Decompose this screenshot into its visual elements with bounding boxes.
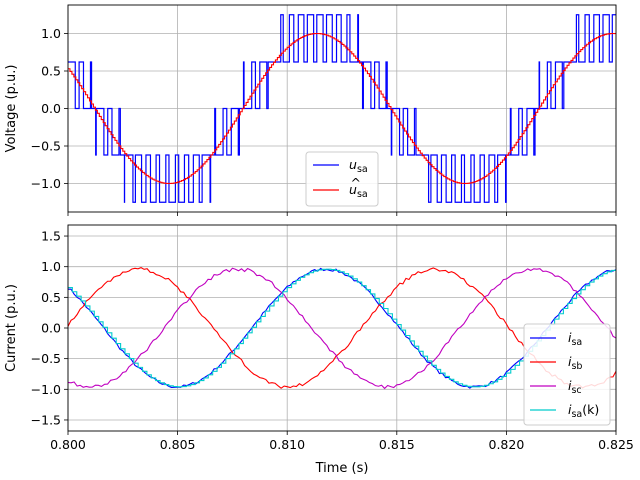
legend-label-main: i: [568, 378, 572, 393]
current-xtick-label: 0.800: [50, 437, 86, 452]
legend-label-sub: sa: [571, 409, 582, 420]
voltage-grid: [67, 5, 617, 212]
current-ytick-label: 0.0: [41, 321, 61, 336]
legend-label-sub: sb: [571, 361, 582, 372]
legend-label-main: i: [568, 402, 572, 417]
current-ticks: 0.800 0.805 0.810 0.815 0.820 0.825 −1.5 −1.0 −0…: [31, 229, 634, 452]
legend-label-sub: sc: [571, 385, 581, 396]
legend-label-main: i: [568, 330, 572, 345]
legend-label-main: u: [349, 182, 357, 197]
voltage-ytick-label: −1.0: [31, 176, 61, 191]
legend-label-main: i: [568, 354, 572, 369]
legend-label-sub: sa: [357, 164, 368, 175]
current-legend-box: [523, 323, 611, 426]
legend-label-sub: sa: [571, 337, 582, 348]
legend-label: usa: [349, 182, 368, 200]
current-ytick-label: 1.5: [41, 229, 61, 244]
current-xtick-label: 0.810: [269, 437, 305, 452]
voltage-ytick-label: −0.5: [31, 139, 61, 154]
current-ytick-label: −1.0: [31, 382, 61, 397]
current-ytick-label: −0.5: [31, 351, 61, 366]
voltage-series: [68, 14, 616, 203]
voltage-ytick-label: 0.5: [41, 64, 61, 79]
legend-label: isc: [568, 378, 582, 396]
legend-hat-mark: ^: [351, 175, 361, 190]
legend-label-main: u: [349, 157, 357, 172]
current-ytick-label: −1.5: [31, 412, 61, 427]
legend-label-sub: sa: [357, 189, 368, 200]
series-isc-line: [68, 267, 616, 390]
voltage-ytick-label: 1.0: [41, 26, 61, 41]
current-ylabel: Current (p.u.): [4, 284, 19, 372]
legend-label: isa(k): [568, 402, 599, 420]
series-usa-line: [68, 14, 616, 203]
legend-label: isb: [568, 354, 582, 372]
current-ytick-label: 1.0: [41, 259, 61, 274]
legend-label: usa: [349, 157, 368, 175]
series-usa-hat-line: [68, 32, 616, 185]
current-ytick-label: 0.5: [41, 290, 61, 305]
current-xtick-label: 0.825: [598, 437, 634, 452]
current-xtick-label: 0.815: [379, 437, 415, 452]
voltage-ytick-label: 0.0: [41, 101, 61, 116]
current-xtick-label: 0.820: [489, 437, 525, 452]
voltage-ylabel: Voltage (p.u.): [4, 65, 19, 153]
legend-label: isa: [568, 330, 582, 348]
current-xlabel: Time (s): [315, 461, 369, 476]
legend-label-suffix: (k): [582, 402, 599, 417]
current-panel: 0.800 0.805 0.810 0.815 0.820 0.825 −1.5 −1.0 −0…: [4, 224, 634, 476]
voltage-ticks: −1.0 −0.5 0.0 0.5 1.0: [31, 26, 617, 216]
current-xtick-label: 0.805: [160, 437, 196, 452]
